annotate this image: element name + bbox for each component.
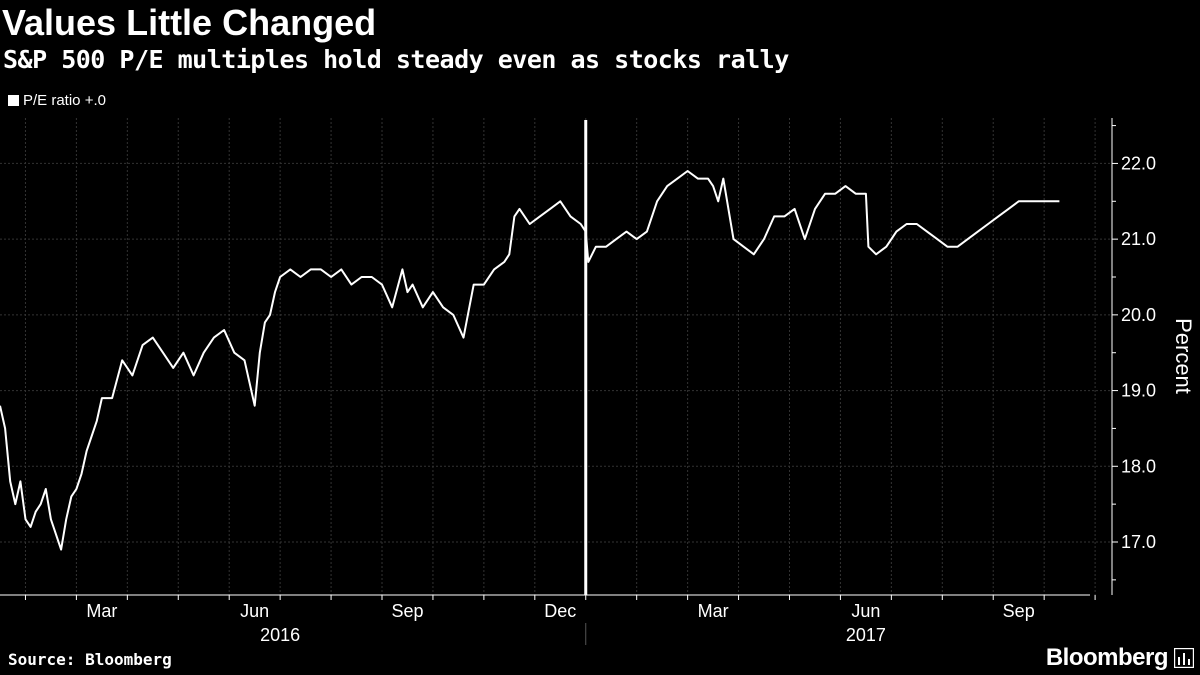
x-tick-label: Sep <box>391 601 423 621</box>
year-label: 2017 <box>846 625 886 645</box>
bloomberg-chart-icon <box>1174 648 1194 668</box>
x-tick-label: Jun <box>240 601 269 621</box>
y-tick-label: 17.0 <box>1121 532 1156 552</box>
x-tick-label: Dec <box>544 601 576 621</box>
y-tick-label: 21.0 <box>1121 229 1156 249</box>
grid-lines <box>0 118 1112 595</box>
x-tick-label: Jun <box>851 601 880 621</box>
brand-logo: Bloomberg <box>1045 644 1169 671</box>
y-tick-label: 19.0 <box>1121 381 1156 401</box>
x-tick-label: Mar <box>698 601 729 621</box>
y-tick-label: 22.0 <box>1121 153 1156 173</box>
y-axis-title: Percent <box>1171 318 1196 394</box>
chart-subtitle: S&P 500 P/E multiples hold steady even a… <box>3 45 789 74</box>
x-tick-label: Mar <box>86 601 117 621</box>
tick-labels: 17.0 18.0 19.0 20.0 21.0 22.0 Mar Jun Sep Dec Mar J… <box>86 153 1196 645</box>
year-label: 2016 <box>260 625 300 645</box>
legend: P/E ratio +.0 <box>8 92 106 109</box>
x-tick-label: Sep <box>1003 601 1035 621</box>
axes <box>0 118 1118 600</box>
y-tick-label: 20.0 <box>1121 305 1156 325</box>
legend-swatch <box>8 95 19 106</box>
y-tick-label: 18.0 <box>1121 456 1156 476</box>
source-note: Source: Bloomberg <box>8 650 172 669</box>
legend-label: P/E ratio +.0 <box>23 92 106 109</box>
series-lines <box>0 170 1060 551</box>
chart-title: Values Little Changed <box>2 2 377 43</box>
series-line-pe-ratio <box>0 170 1060 551</box>
